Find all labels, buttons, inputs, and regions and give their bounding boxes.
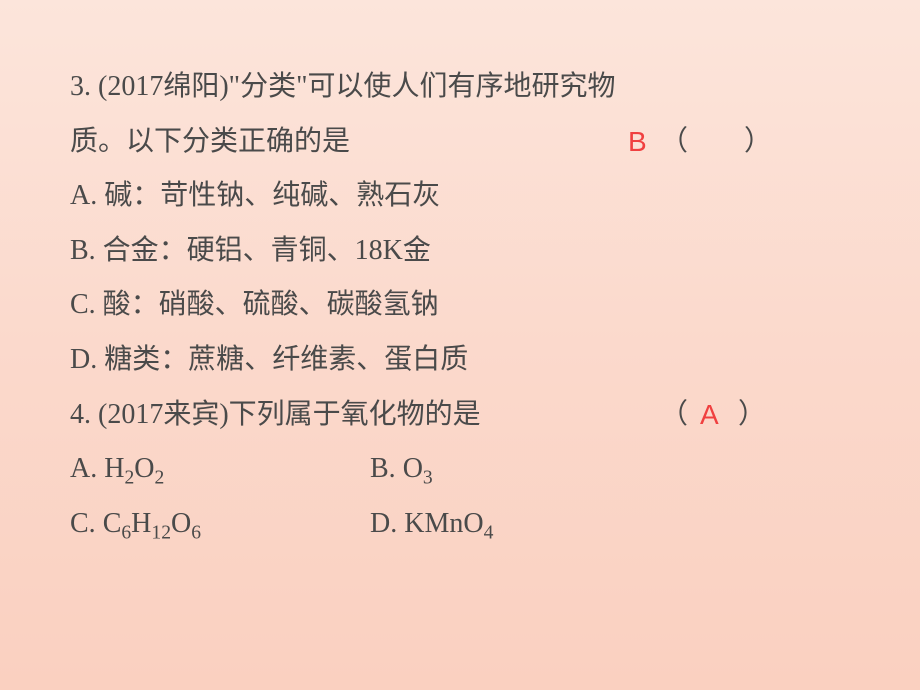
q4-c-label: C. bbox=[70, 508, 103, 539]
q3-option-b: B. 合金：硬铝、青铜、18K金 bbox=[70, 224, 850, 279]
q3-option-a: A. 碱：苛性钠、纯碱、熟石灰 bbox=[70, 169, 850, 224]
q3-stem-part2: 质。以下分类正确的是 bbox=[70, 126, 350, 157]
q4-a-formula: H2O2 bbox=[104, 453, 164, 484]
q4-number: 4. bbox=[70, 399, 91, 430]
q4-options-row2: C. C6H12O6 D. KMnO4 bbox=[70, 497, 850, 552]
q4-source: (2017来宾) bbox=[98, 399, 229, 430]
q3-paren: （ ） bbox=[660, 115, 772, 170]
q3-number: 3. bbox=[70, 71, 91, 102]
q4-c-formula: C6H12O6 bbox=[103, 508, 201, 539]
q4-paren-open: （ bbox=[660, 388, 688, 443]
q3-source: (2017绵阳) bbox=[98, 71, 229, 102]
q4-d-formula: KMnO4 bbox=[404, 508, 493, 539]
q3-line2: 质。以下分类正确的是 B （ ） bbox=[70, 115, 850, 170]
q3-line1: 3. (2017绵阳)"分类"可以使人们有序地研究物 bbox=[70, 60, 850, 115]
q4-line1: 4. (2017来宾)下列属于氧化物的是 （ A ） bbox=[70, 388, 850, 443]
q3-option-c: C. 酸：硝酸、硫酸、碳酸氢钠 bbox=[70, 278, 850, 333]
q4-option-d: D. KMnO4 bbox=[370, 497, 493, 552]
q4-b-formula: O3 bbox=[403, 453, 433, 484]
q4-paren-close: ） bbox=[738, 388, 766, 443]
q4-answer: A bbox=[700, 388, 719, 443]
q3-answer: B bbox=[628, 115, 647, 170]
q4-option-a: A. H2O2 bbox=[70, 453, 164, 484]
q4-b-label: B. bbox=[370, 453, 403, 484]
q4-option-b: B. O3 bbox=[370, 442, 433, 497]
q3-stem-part1: "分类"可以使人们有序地研究物 bbox=[229, 71, 616, 102]
q4-options-row1: A. H2O2 B. O3 bbox=[70, 442, 850, 497]
q4-d-label: D. bbox=[370, 508, 404, 539]
q3-option-d: D. 糖类：蔗糖、纤维素、蛋白质 bbox=[70, 333, 850, 388]
q4-option-c: C. C6H12O6 bbox=[70, 508, 201, 539]
q4-a-label: A. bbox=[70, 453, 104, 484]
q4-stem: 下列属于氧化物的是 bbox=[229, 399, 481, 430]
